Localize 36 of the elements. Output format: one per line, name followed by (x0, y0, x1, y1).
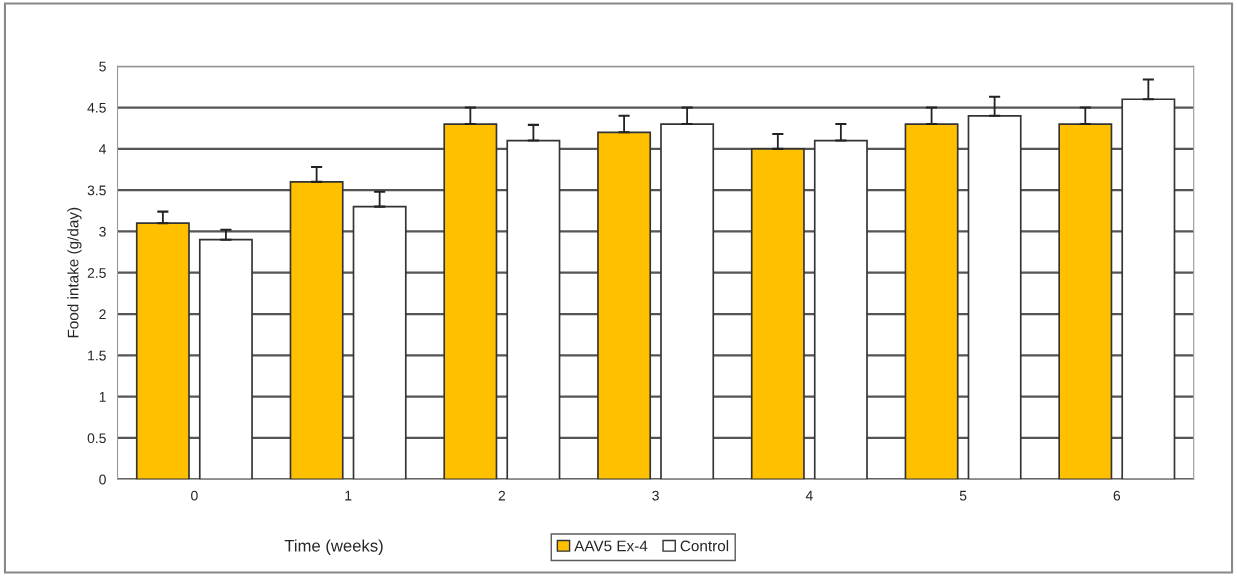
bar (597, 131, 652, 480)
x-tick-label: 4 (805, 490, 813, 501)
bar (506, 139, 561, 480)
x-tick-label: 6 (1113, 490, 1121, 501)
bar (1058, 123, 1113, 480)
y-tick-label: 2 (99, 309, 106, 320)
x-tick-label: 5 (959, 490, 967, 501)
x-tick-label: 2 (498, 490, 506, 501)
x-tick-label: 3 (652, 490, 659, 501)
y-tick-label: 1 (99, 392, 106, 402)
bar (443, 123, 498, 480)
bar (198, 238, 253, 480)
y-tick-label: 4 (99, 144, 106, 154)
bar (813, 139, 868, 480)
bar (289, 181, 344, 480)
y-tick-label: 0 (99, 474, 106, 485)
bar (1121, 98, 1176, 480)
legend-label: AAV5 Ex-4 (574, 540, 648, 552)
x-tick-label: 1 (345, 490, 352, 501)
bar (904, 123, 959, 480)
x-axis-title: Time (weeks) (284, 539, 383, 555)
bar (352, 205, 407, 480)
y-tick-label: 0.5 (87, 433, 106, 444)
y-tick-label: 2.5 (87, 268, 106, 278)
legend-label: Control (680, 540, 729, 552)
x-tick-label: 0 (191, 490, 198, 501)
y-tick-label: 3.5 (87, 185, 106, 196)
y-tick-label: 5 (99, 61, 106, 72)
bar (660, 123, 715, 480)
bar (750, 148, 805, 480)
bar (135, 222, 190, 480)
y-tick-label: 4.5 (87, 103, 106, 113)
bar (967, 114, 1022, 480)
y-axis-title: Food intake (g/day) (67, 207, 82, 338)
y-tick-label: 1.5 (88, 350, 106, 361)
y-tick-label: 3 (99, 226, 106, 237)
